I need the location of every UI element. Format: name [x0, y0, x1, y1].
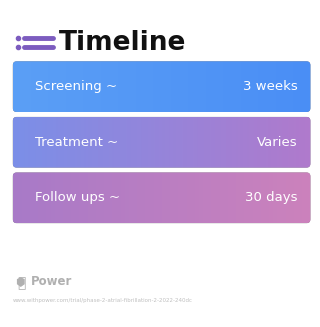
FancyBboxPatch shape — [13, 61, 310, 112]
Text: 3 weeks: 3 weeks — [243, 80, 298, 93]
FancyBboxPatch shape — [13, 117, 310, 168]
Text: Timeline: Timeline — [59, 29, 187, 56]
Text: Power: Power — [30, 275, 72, 288]
Text: ␧: ␧ — [18, 276, 26, 290]
Text: Varies: Varies — [257, 136, 298, 149]
Text: Treatment ~: Treatment ~ — [35, 136, 118, 149]
Text: Screening ~: Screening ~ — [35, 80, 117, 93]
Text: 30 days: 30 days — [245, 191, 298, 204]
FancyBboxPatch shape — [13, 172, 310, 223]
Text: www.withpower.com/trial/phase-2-atrial-fibrillation-2-2022-240dc: www.withpower.com/trial/phase-2-atrial-f… — [13, 298, 193, 303]
Polygon shape — [18, 278, 24, 286]
Text: Follow ups ~: Follow ups ~ — [35, 191, 120, 204]
